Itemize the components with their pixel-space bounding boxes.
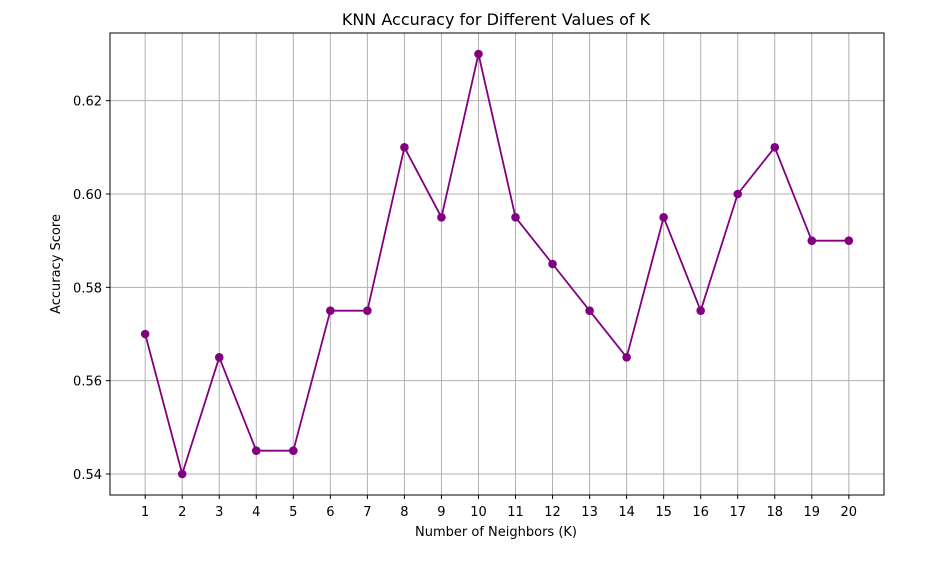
x-tick-label: 3 <box>215 505 223 520</box>
series-line <box>144 53 849 475</box>
grid <box>110 33 884 495</box>
x-tick-label: 5 <box>289 505 297 520</box>
data-point <box>770 143 780 152</box>
data-point <box>696 306 705 315</box>
x-tick-label: 7 <box>363 505 371 520</box>
data-point <box>733 189 743 199</box>
y-tick-label: 0.62 <box>73 95 102 110</box>
x-tick-label: 10 <box>470 505 487 520</box>
x-tick-label: 4 <box>252 505 260 520</box>
data-point <box>659 213 668 222</box>
y-tick-label: 0.54 <box>73 468 102 483</box>
x-tick-label: 18 <box>766 505 783 520</box>
data-point <box>585 306 594 315</box>
data-point <box>548 259 557 269</box>
y-axis-title: Accuracy Score <box>49 214 64 314</box>
data-point <box>140 329 150 339</box>
data-point <box>177 469 187 479</box>
x-tick-label: 2 <box>178 505 186 520</box>
data-point <box>844 236 854 245</box>
data-point <box>437 213 446 222</box>
x-tick-label: 1 <box>141 505 149 520</box>
x-tick-label: 16 <box>692 505 709 520</box>
data-point <box>400 143 409 152</box>
y-tick-label: 0.60 <box>73 188 102 203</box>
x-axis-title: Number of Neighbors (K) <box>415 525 577 540</box>
data-point <box>807 236 817 245</box>
x-tick-label: 11 <box>507 505 524 520</box>
data-point <box>622 353 631 362</box>
data-point <box>326 306 335 315</box>
x-tick-label: 9 <box>437 505 445 520</box>
data-point <box>289 446 298 455</box>
x-tick-label: 20 <box>841 505 858 520</box>
x-tick-label: 8 <box>400 505 408 520</box>
y-axis: 0.54 0.56 0.58 0.60 0.62 <box>73 95 110 483</box>
x-tick-label: 15 <box>655 505 672 520</box>
x-tick-label: 14 <box>618 505 635 520</box>
chart-title: KNN Accuracy for Different Values of K <box>342 10 651 29</box>
data-point <box>251 446 261 455</box>
x-tick-label: 19 <box>804 505 821 520</box>
y-tick-label: 0.56 <box>73 375 102 390</box>
x-tick-label: 12 <box>544 505 561 520</box>
data-point <box>511 213 520 222</box>
data-point <box>363 306 372 315</box>
data-point <box>474 49 483 59</box>
x-tick-label: 13 <box>581 505 598 520</box>
x-axis: 1 2 3 4 5 6 7 8 9 10 11 12 13 14 15 16 17 18 19 20 <box>141 495 857 520</box>
data-point <box>214 353 224 362</box>
series-layer <box>140 49 854 479</box>
x-tick-label: 17 <box>729 505 746 520</box>
plot-frame <box>109 32 885 496</box>
y-tick-label: 0.58 <box>73 281 102 296</box>
x-tick-label: 6 <box>326 505 334 520</box>
